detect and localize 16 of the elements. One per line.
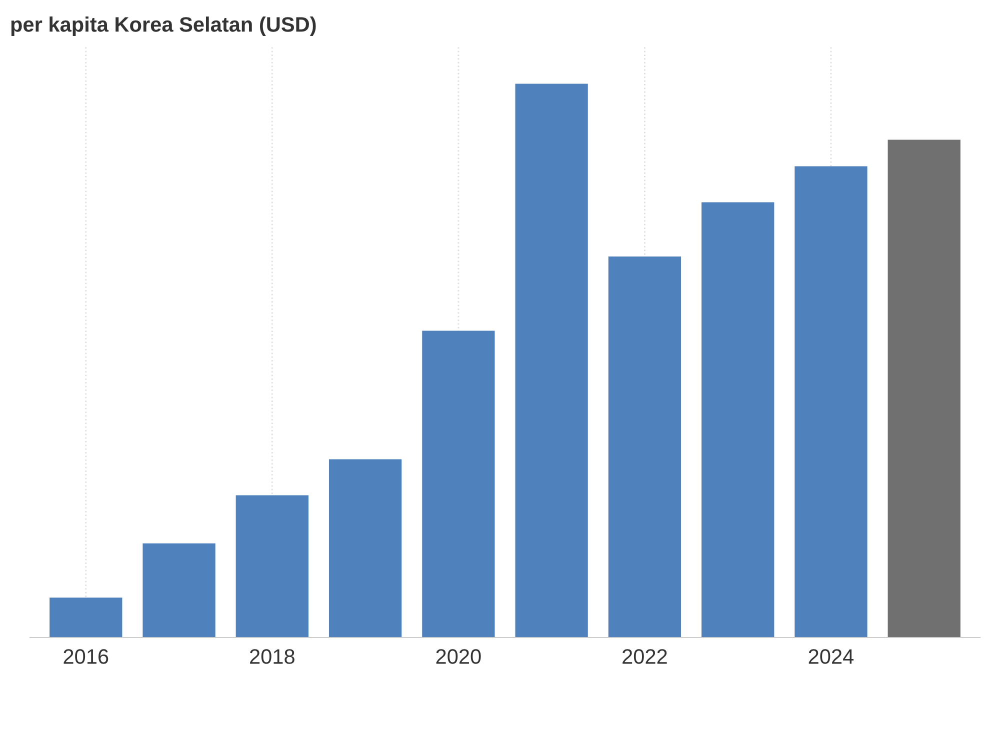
bar	[888, 140, 960, 638]
bar	[236, 495, 308, 638]
x-tick-label: 2020	[436, 649, 481, 664]
x-tick-label: 2016	[64, 649, 108, 664]
x-tick-label: 2022	[622, 649, 667, 664]
x-tick-label: 2024	[808, 649, 854, 664]
x-tick-label: 2018	[250, 649, 294, 664]
bar	[794, 166, 868, 638]
bar	[50, 598, 122, 638]
bar	[142, 543, 216, 638]
bar	[702, 202, 774, 638]
bar	[328, 459, 402, 638]
chart-title: per kapita Korea Selatan (USD)	[11, 16, 316, 36]
bar	[608, 256, 682, 638]
bar	[515, 84, 588, 638]
bar	[422, 330, 495, 638]
